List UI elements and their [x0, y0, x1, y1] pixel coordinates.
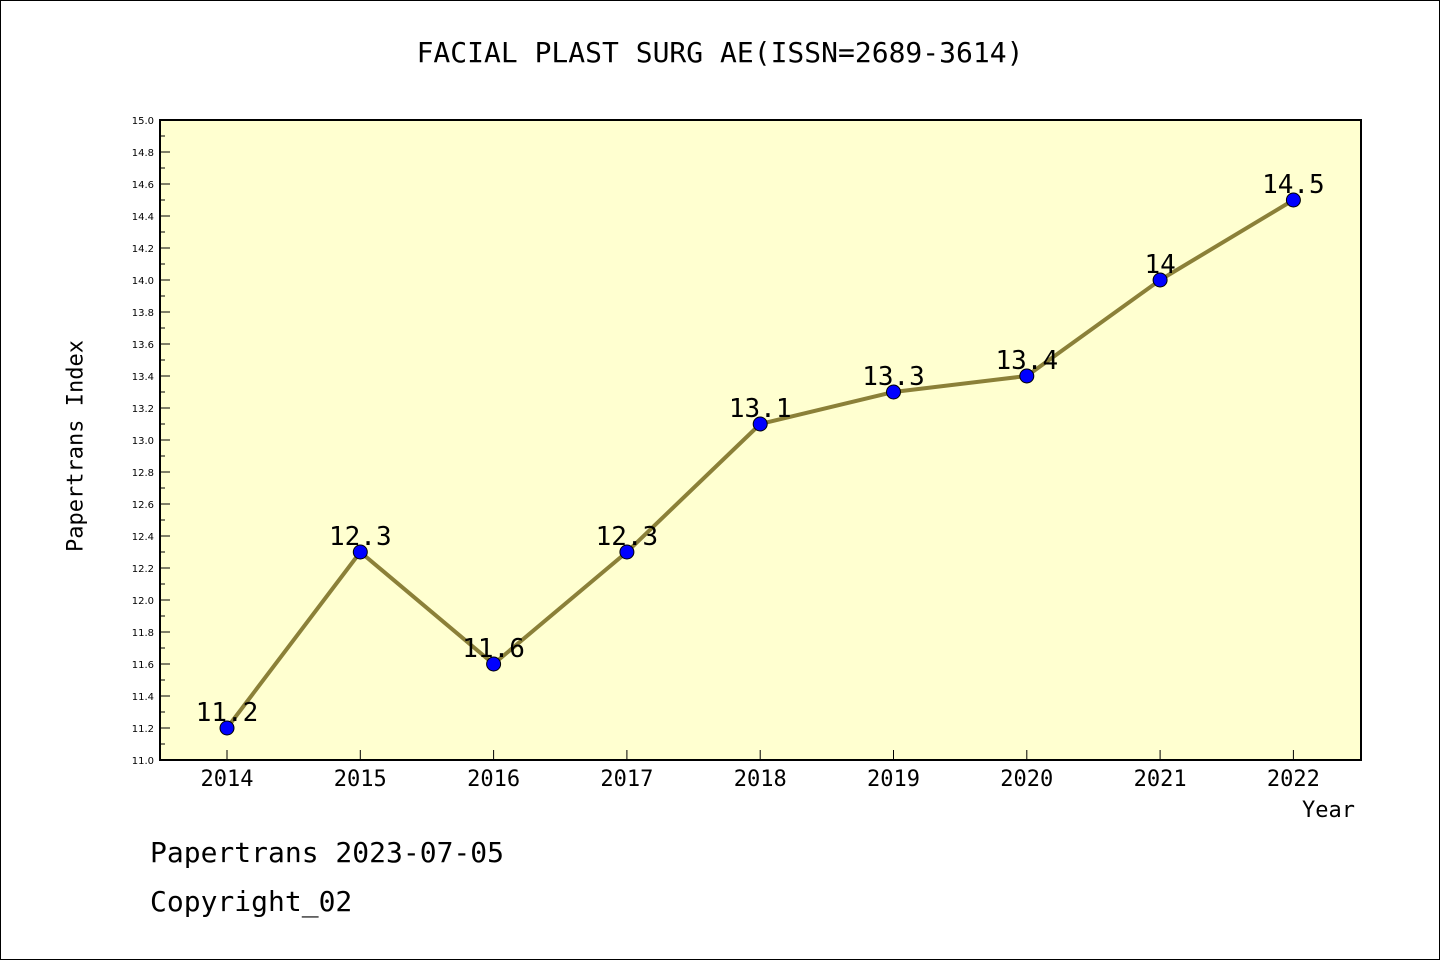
y-tick-label: 14.2 [132, 244, 154, 255]
data-point [886, 384, 901, 400]
y-axis: 11.0 11.2 11.4 11.6 11.8 12.0 12.2 12.4 12.6 12.8… [132, 116, 170, 767]
y-tick-label: 11.2 [132, 724, 154, 735]
series-layer: 11.2 12.3 11.6 12.3 13.1 13.3 13.4 14 14.5 [196, 170, 1325, 736]
y-tick-label: 14.6 [132, 180, 154, 191]
data-label: 11.2 [196, 698, 259, 728]
y-tick-label: 12.2 [132, 564, 154, 575]
y-tick-label: 12.8 [132, 468, 154, 479]
y-tick-label: 13.2 [132, 404, 154, 415]
x-tick-label: 2014 [201, 767, 254, 792]
x-axis-label: Year [1302, 798, 1355, 823]
y-tick-label: 12.0 [132, 596, 154, 607]
x-tick-label: 2022 [1267, 767, 1320, 792]
y-tick-label: 14.4 [132, 212, 154, 223]
data-label: 13.4 [995, 346, 1058, 376]
x-tick-label: 2021 [1134, 767, 1187, 792]
y-tick-label: 13.0 [132, 436, 154, 447]
y-tick-label: 12.4 [132, 532, 154, 543]
x-tick-label: 2019 [867, 767, 920, 792]
data-label: 11.6 [462, 634, 525, 664]
plot-area [159, 119, 1362, 761]
y-tick-label: 13.4 [132, 372, 154, 383]
y-tick-label: 13.6 [132, 340, 154, 351]
y-tick-label: 15.0 [132, 116, 154, 127]
x-axis: 2014 2015 2016 2017 2018 2019 2020 2021 2022 [201, 750, 1320, 792]
data-label: 14.5 [1262, 170, 1325, 200]
footer-copyright: Copyright_02 [150, 885, 353, 918]
data-label: 12.3 [596, 522, 659, 552]
data-point [486, 656, 502, 672]
data-point [1019, 368, 1035, 384]
data-point [1285, 192, 1301, 208]
y-tick-label: 14.8 [132, 148, 154, 159]
y-tick-label: 11.4 [132, 692, 154, 703]
data-label: 13.1 [729, 394, 792, 424]
data-point [1152, 272, 1168, 288]
y-tick-label: 11.0 [132, 756, 154, 767]
chart-title: FACIAL PLAST SURG AE(ISSN=2689-3614) [416, 36, 1024, 69]
x-tick-label: 2018 [734, 767, 787, 792]
footer-date-line: Papertrans 2023-07-05 [150, 836, 505, 869]
y-tick-label: 11.6 [132, 660, 154, 671]
data-point [752, 416, 768, 432]
data-label: 13.3 [862, 362, 925, 392]
x-tick-label: 2015 [334, 767, 387, 792]
data-point [619, 544, 635, 560]
data-point [219, 720, 235, 736]
y-tick-label: 12.6 [132, 500, 154, 511]
y-tick-label: 14.0 [132, 276, 154, 287]
x-tick-label: 2016 [467, 767, 520, 792]
data-label: 14 [1144, 250, 1175, 280]
x-tick-label: 2020 [1000, 767, 1053, 792]
y-tick-label: 13.8 [132, 308, 154, 319]
data-label: 12.3 [329, 522, 392, 552]
x-tick-label: 2017 [600, 767, 653, 792]
y-tick-label: 11.8 [132, 628, 154, 639]
data-point [352, 544, 368, 560]
